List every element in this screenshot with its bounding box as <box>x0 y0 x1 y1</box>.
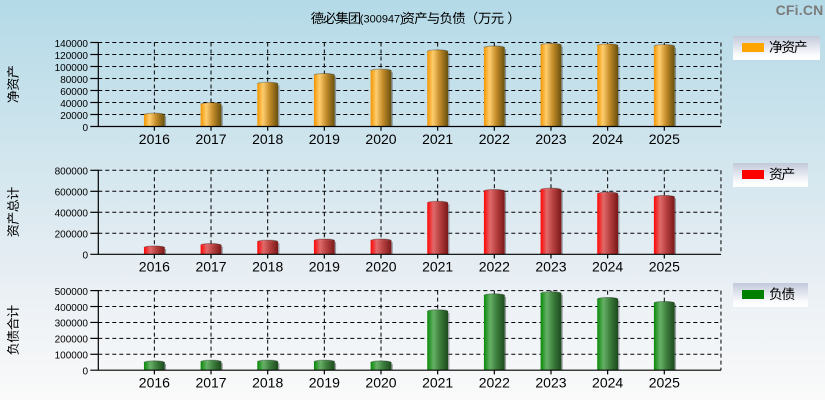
svg-text:2024: 2024 <box>592 375 623 391</box>
svg-text:2020: 2020 <box>365 375 396 391</box>
svg-text:2021: 2021 <box>422 375 453 391</box>
svg-text:600000: 600000 <box>55 188 89 199</box>
svg-text:2017: 2017 <box>195 259 226 275</box>
svg-text:300000: 300000 <box>55 319 89 330</box>
svg-text:100000: 100000 <box>55 351 89 362</box>
svg-text:2020: 2020 <box>365 131 396 147</box>
svg-text:200000: 200000 <box>55 230 89 241</box>
svg-text:0: 0 <box>82 251 88 262</box>
svg-text:800000: 800000 <box>55 167 89 178</box>
svg-text:2020: 2020 <box>365 259 396 275</box>
svg-text:140000: 140000 <box>55 39 89 50</box>
svg-text:2016: 2016 <box>139 131 170 147</box>
svg-text:2019: 2019 <box>309 259 340 275</box>
svg-text:2022: 2022 <box>479 131 510 147</box>
svg-text:2019: 2019 <box>309 375 340 391</box>
svg-text:2024: 2024 <box>592 259 623 275</box>
svg-text:0: 0 <box>82 367 88 378</box>
svg-text:2021: 2021 <box>422 131 453 147</box>
svg-text:2016: 2016 <box>139 259 170 275</box>
svg-text:2022: 2022 <box>479 259 510 275</box>
svg-text:2025: 2025 <box>649 375 680 391</box>
svg-text:2025: 2025 <box>649 259 680 275</box>
svg-text:2021: 2021 <box>422 259 453 275</box>
svg-text:120000: 120000 <box>55 51 89 62</box>
svg-text:2025: 2025 <box>649 131 680 147</box>
svg-text:100000: 100000 <box>55 63 89 74</box>
svg-text:(300947): (300947) <box>360 14 404 26</box>
svg-text:20000: 20000 <box>60 111 88 122</box>
svg-text:2022: 2022 <box>479 375 510 391</box>
svg-text:CFi.CN: CFi.CN <box>776 2 824 18</box>
svg-text:400000: 400000 <box>55 303 89 314</box>
svg-text:200000: 200000 <box>55 335 89 346</box>
svg-text:2017: 2017 <box>195 375 226 391</box>
svg-text:400000: 400000 <box>55 209 89 220</box>
svg-text:2018: 2018 <box>252 375 283 391</box>
svg-text:500000: 500000 <box>55 287 89 298</box>
svg-text:2018: 2018 <box>252 131 283 147</box>
svg-text:80000: 80000 <box>60 75 88 86</box>
svg-text:40000: 40000 <box>60 99 88 110</box>
svg-text:2023: 2023 <box>535 259 566 275</box>
svg-text:2024: 2024 <box>592 131 623 147</box>
svg-text:2019: 2019 <box>309 131 340 147</box>
svg-text:60000: 60000 <box>60 87 88 98</box>
svg-text:2023: 2023 <box>535 375 566 391</box>
svg-text:2016: 2016 <box>139 375 170 391</box>
svg-text:2018: 2018 <box>252 259 283 275</box>
svg-text:0: 0 <box>82 123 88 134</box>
svg-text:2023: 2023 <box>535 131 566 147</box>
svg-text:2017: 2017 <box>195 131 226 147</box>
